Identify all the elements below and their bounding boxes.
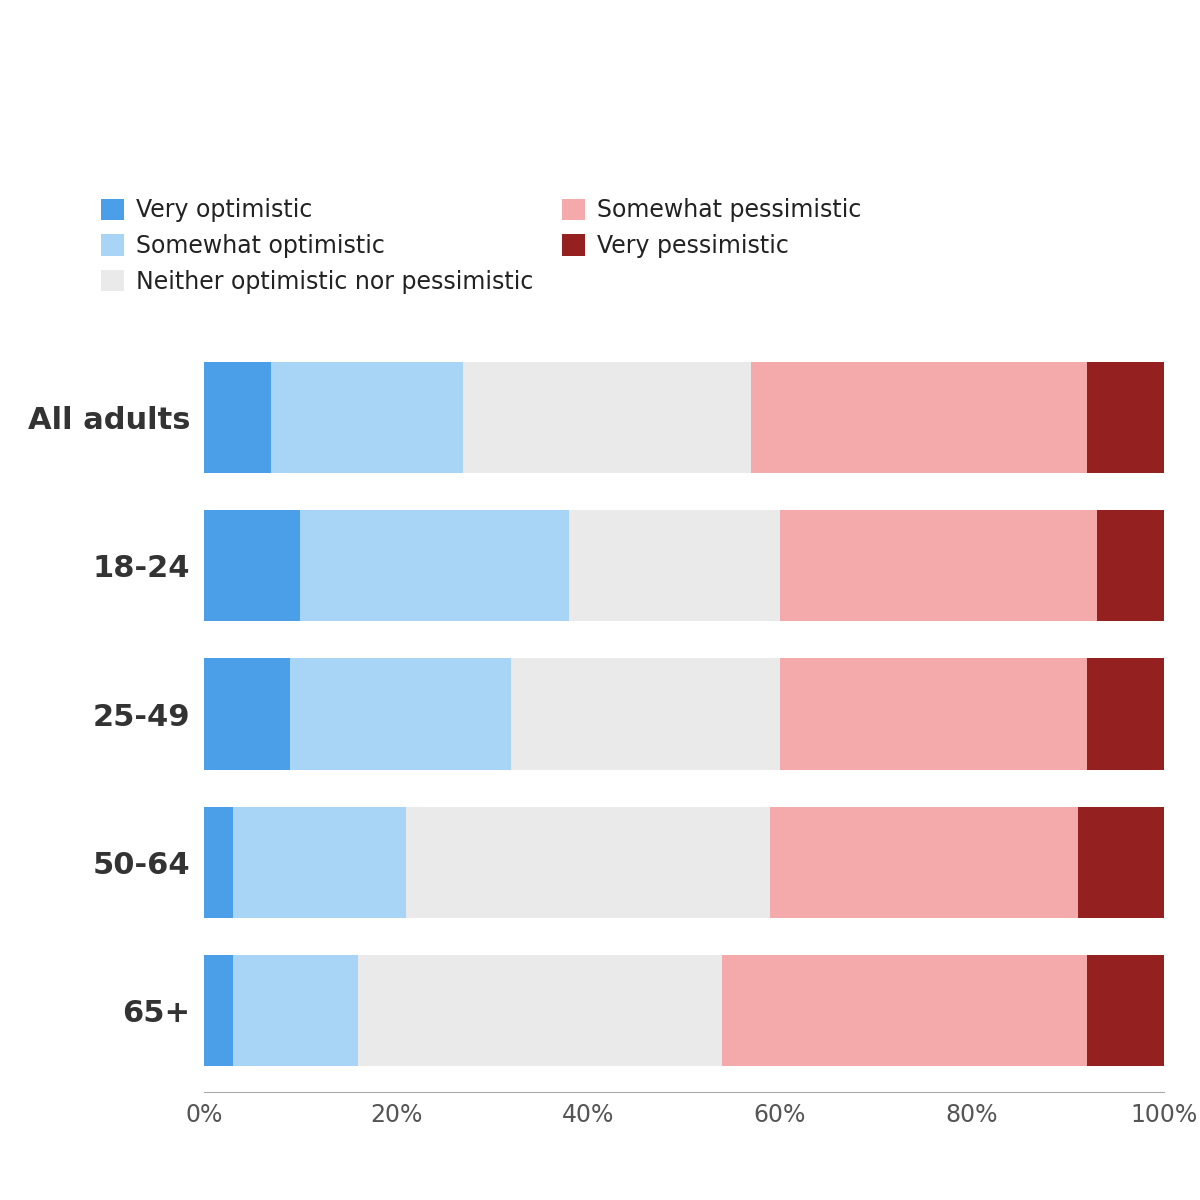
Bar bbox=[511, 659, 780, 769]
Bar bbox=[1087, 362, 1164, 473]
Bar bbox=[780, 510, 1097, 622]
Bar bbox=[770, 806, 1078, 918]
Bar bbox=[290, 659, 511, 769]
Bar bbox=[780, 659, 1087, 769]
Bar bbox=[569, 510, 780, 622]
Bar bbox=[204, 806, 233, 918]
Bar bbox=[300, 510, 569, 622]
Bar bbox=[1097, 510, 1164, 622]
Bar bbox=[204, 659, 290, 769]
Bar bbox=[271, 362, 463, 473]
Bar bbox=[204, 362, 271, 473]
Bar bbox=[463, 362, 751, 473]
Legend: Very optimistic, Somewhat optimistic, Neither optimistic nor pessimistic, Somewh: Very optimistic, Somewhat optimistic, Ne… bbox=[101, 198, 862, 294]
Bar bbox=[204, 510, 300, 622]
Bar bbox=[1087, 659, 1164, 769]
Bar bbox=[722, 955, 1087, 1066]
Bar bbox=[233, 806, 406, 918]
Bar bbox=[1078, 806, 1164, 918]
Bar bbox=[204, 955, 233, 1066]
Bar bbox=[751, 362, 1087, 473]
Bar bbox=[406, 806, 770, 918]
Bar bbox=[1087, 955, 1164, 1066]
Bar bbox=[358, 955, 722, 1066]
Bar bbox=[233, 955, 358, 1066]
